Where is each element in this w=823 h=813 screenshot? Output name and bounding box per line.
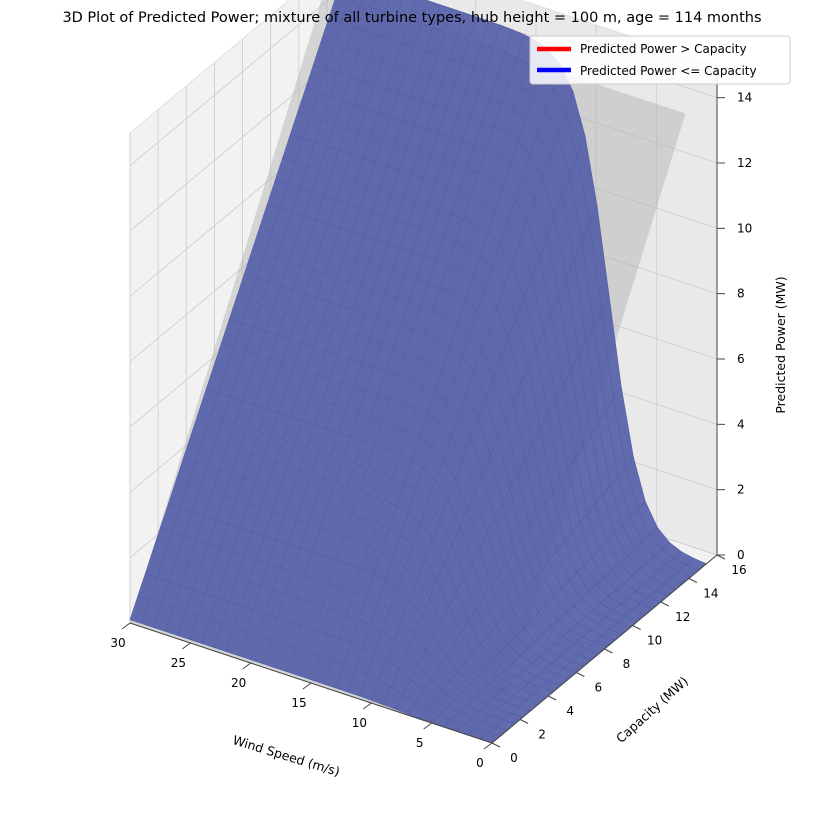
x-tick-label: 30 xyxy=(110,636,125,650)
x-tick-label: 10 xyxy=(352,716,367,730)
y-tick-mark xyxy=(519,719,529,724)
x-tick-label: 15 xyxy=(291,696,306,710)
z-tick-label: 4 xyxy=(737,417,745,431)
x-tick-mark xyxy=(483,742,493,750)
y-tick-mark xyxy=(632,625,641,630)
legend-frame xyxy=(529,35,791,85)
y-tick-mark xyxy=(604,648,613,654)
x-tick-label: 25 xyxy=(171,656,186,670)
x-tick-mark xyxy=(363,702,372,710)
y-tick-label: 10 xyxy=(647,634,662,648)
legend: Predicted Power > Capacity Predicted Pow… xyxy=(529,35,791,85)
y-tick-mark xyxy=(576,672,585,677)
y-tick-label: 14 xyxy=(703,587,718,601)
y-tick-label: 6 xyxy=(595,681,603,695)
chart-title: 3D Plot of Predicted Power; mixture of a… xyxy=(62,10,761,26)
z-tick-label: 14 xyxy=(737,91,752,105)
z-tick-label: 12 xyxy=(737,156,752,170)
x-tick-mark xyxy=(121,622,131,630)
x-tick-mark xyxy=(182,642,191,650)
z-tick-label: 0 xyxy=(737,548,745,562)
x-tick-mark xyxy=(423,722,432,730)
x-tick-mark xyxy=(242,662,251,670)
y-tick-mark xyxy=(688,578,698,583)
x-tick-label: 0 xyxy=(476,756,484,770)
z-axis-label: Predicted Power (MW) xyxy=(773,276,788,413)
x-tick-mark xyxy=(302,682,312,690)
y-axis-label: Capacity (MW) xyxy=(613,673,691,745)
x-tick-label: 5 xyxy=(416,736,424,750)
y-tick-mark xyxy=(660,601,669,607)
x-axis-label: Wind Speed (m/s) xyxy=(231,732,342,779)
y-tick-mark xyxy=(716,554,726,560)
surface-cell-within-capacity xyxy=(129,596,151,625)
x-tick-label: 20 xyxy=(231,676,246,690)
z-tick-label: 6 xyxy=(737,352,745,366)
legend-label-over-capacity: Predicted Power > Capacity xyxy=(580,42,747,56)
y-tick-mark xyxy=(548,695,557,701)
y-tick-label: 8 xyxy=(623,657,631,671)
y-tick-label: 2 xyxy=(538,728,546,742)
y-tick-label: 0 xyxy=(510,751,518,765)
y-tick-mark xyxy=(491,742,501,748)
y-tick-label: 12 xyxy=(675,610,690,624)
legend-label-within-capacity: Predicted Power <= Capacity xyxy=(580,64,757,78)
y-tick-label: 16 xyxy=(731,563,746,577)
y-tick-label: 4 xyxy=(566,704,574,718)
z-tick-label: 10 xyxy=(737,221,752,235)
z-tick-label: 2 xyxy=(737,483,745,497)
z-tick-label: 8 xyxy=(737,287,745,301)
surface-plot xyxy=(129,0,707,744)
